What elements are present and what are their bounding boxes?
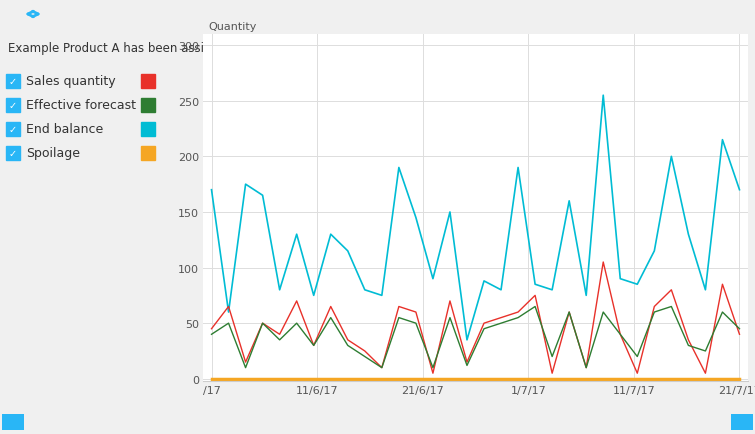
Text: Example Product A has been assigned less space: Example Product A has been assigned less…	[8, 42, 299, 55]
Text: Spoilage: Spoilage	[26, 147, 80, 160]
Bar	[141, 147, 155, 161]
Bar	[2, 414, 24, 430]
Text: ✓: ✓	[9, 125, 17, 135]
Bar	[6, 123, 20, 137]
Text: ✓: ✓	[9, 77, 17, 87]
Bar	[141, 75, 155, 89]
Bar	[141, 123, 155, 137]
Text: Quantity: Quantity	[208, 21, 257, 31]
Bar	[6, 75, 20, 89]
Text: ✓: ✓	[9, 101, 17, 111]
Text: Effective forecast: Effective forecast	[26, 99, 136, 112]
Text: End balance: End balance	[26, 123, 103, 136]
Bar	[141, 99, 155, 113]
Text: Sales quantity: Sales quantity	[26, 76, 116, 88]
Bar	[6, 99, 20, 113]
Text: ✓: ✓	[9, 149, 17, 159]
Bar	[731, 414, 753, 430]
Bar	[6, 147, 20, 161]
